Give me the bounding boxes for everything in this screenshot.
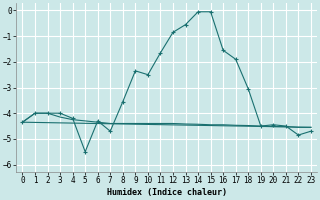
X-axis label: Humidex (Indice chaleur): Humidex (Indice chaleur) xyxy=(107,188,227,197)
